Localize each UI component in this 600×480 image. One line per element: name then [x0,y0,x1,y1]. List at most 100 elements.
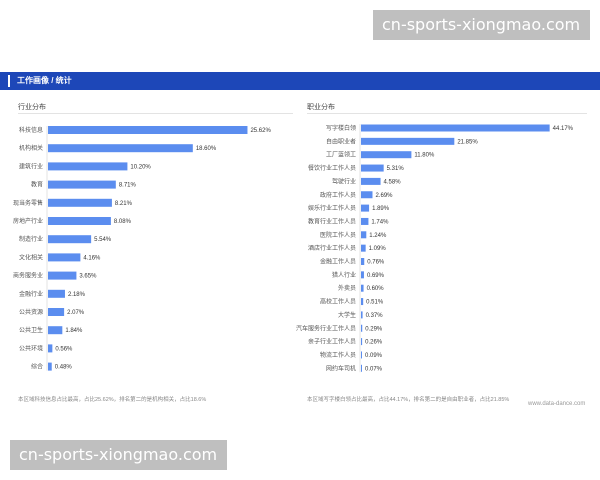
occupation-bar [361,191,373,199]
industry-category-label: 商务服务业 [13,272,43,280]
occupation-value-label: 11.80% [414,153,435,159]
industry-bar [48,217,111,225]
occupation-title-divider [307,113,587,114]
industry-bar [48,308,65,316]
industry-value-label: 2.07% [67,310,85,316]
occupation-value-label: 4.58% [384,179,402,185]
occupation-category-label: 外卖员 [338,284,356,292]
watermark-bottom: cn-sports-xiongmao.com [10,440,227,470]
industry-bar-chart: 科技信息 25.62% 机构相关 18.60% 建筑行业 10.20% 教育 8.71% 现当务… [13,126,271,371]
industry-bar [48,198,112,207]
occupation-category-label: 猎人行业 [332,271,356,279]
occupation-bar [361,231,367,239]
occupation-bar [361,364,362,372]
industry-bar [48,144,193,153]
industry-title-divider [18,113,293,114]
industry-category-label: 金融行业 [19,290,43,298]
industry-category-label: 公共环境 [19,344,43,352]
industry-bar [48,362,52,371]
occupation-value-label: 1.24% [369,233,387,239]
occupation-bar [361,124,550,132]
occupation-value-label: 0.07% [365,366,383,372]
occupation-bar [361,217,369,225]
industry-value-label: 3.65% [79,274,97,280]
occupation-category-label: 政府工作人员 [320,191,356,199]
occupation-value-label: 21.85% [457,139,478,145]
occupation-value-label: 0.76% [367,260,385,266]
page-title: 工作画像 / 统计 [17,76,72,85]
industry-value-label: 8.21% [115,201,133,207]
industry-value-label: 1.84% [65,328,83,334]
industry-category-label: 公共资源 [19,308,43,316]
industry-value-label: 10.20% [130,164,151,170]
header-accent [8,75,10,87]
industry-category-label: 现当务零售 [13,199,43,207]
industry-bar [48,271,77,280]
occupation-bar [361,244,366,252]
occupation-value-label: 1.09% [369,246,387,252]
industry-value-label: 8.71% [119,183,137,189]
occupation-category-label: 驾驶行业 [332,177,356,185]
industry-value-label: 0.48% [55,365,73,371]
occupation-category-label: 餐饮行业工作人员 [308,164,356,172]
occupation-value-label: 0.09% [365,353,383,359]
occupation-bar [361,311,363,319]
occupation-value-label: 0.69% [367,273,385,279]
industry-category-label: 综合 [31,363,43,371]
occupation-category-label: 工厂蓝领工 [326,151,356,159]
occupation-footnote: 本区域写字楼白领占比最高，占比44.17%，排名第二的是自由职业者，占比21.8… [307,397,510,403]
industry-chart-title: 行业分布 [18,104,46,111]
industry-bar [48,253,81,262]
occupation-category-label: 高校工作人员 [320,298,356,306]
industry-value-label: 5.54% [94,237,112,243]
industry-value-label: 0.56% [55,346,73,352]
industry-value-label: 8.08% [114,219,132,225]
industry-bar [48,235,92,244]
occupation-value-label: 0.37% [366,313,384,319]
header-bar [0,72,600,90]
industry-category-label: 科技信息 [19,126,43,134]
occupation-value-label: 2.69% [375,193,393,199]
industry-bar [48,162,128,171]
industry-bar [48,326,63,335]
occupation-value-label: 5.31% [387,166,405,172]
watermark-top: cn-sports-xiongmao.com [373,10,590,40]
credit-text: www.data-dance.com [528,401,586,407]
occupation-chart-title: 职业分布 [307,104,335,111]
occupation-bar [361,338,363,346]
occupation-bar [361,137,455,145]
industry-category-label: 制造行业 [19,235,43,243]
occupation-bar [361,271,364,279]
occupation-category-label: 娱乐行业工作人员 [308,204,356,212]
industry-value-label: 2.18% [68,292,86,298]
industry-category-label: 建筑行业 [19,162,43,170]
occupation-bar-chart: 写字楼白领 44.17% 自由职业者 21.85% 工厂蓝领工 11.80% 餐饮行业工作人… [296,124,574,373]
occupation-category-label: 汽车服务行业工作人员 [296,324,356,332]
industry-bar [48,180,116,189]
industry-category-label: 文化相关 [19,253,43,261]
industry-category-label: 公共卫生 [19,326,43,334]
occupation-value-label: 1.74% [371,219,389,225]
industry-footnote: 本区域科技信息占比最高，占比25.62%，排名第二的是机构相关，占比18.6% [18,397,207,403]
occupation-bar [361,177,381,185]
occupation-bar [361,204,370,212]
industry-bar [48,344,53,353]
occupation-category-label: 写字楼白领 [326,124,356,132]
occupation-value-label: 0.26% [365,340,383,346]
occupation-category-label: 酒店行业工作人员 [308,244,356,252]
occupation-category-label: 医院工作人员 [320,231,356,239]
industry-category-label: 教育 [31,181,43,189]
occupation-value-label: 0.60% [367,286,385,292]
occupation-category-label: 大学生 [338,311,356,319]
occupation-category-label: 亲子行业工作人员 [308,338,356,346]
occupation-category-label: 金融工作人员 [320,258,356,266]
industry-category-label: 机构相关 [19,144,43,152]
industry-value-label: 18.60% [196,146,217,152]
occupation-value-label: 44.17% [553,126,574,132]
occupation-bar [361,164,384,172]
occupation-value-label: 1.89% [372,206,390,212]
occupation-bar [361,258,365,265]
occupation-value-label: 0.29% [365,326,383,332]
occupation-bar [361,324,363,332]
occupation-bar [361,298,364,306]
